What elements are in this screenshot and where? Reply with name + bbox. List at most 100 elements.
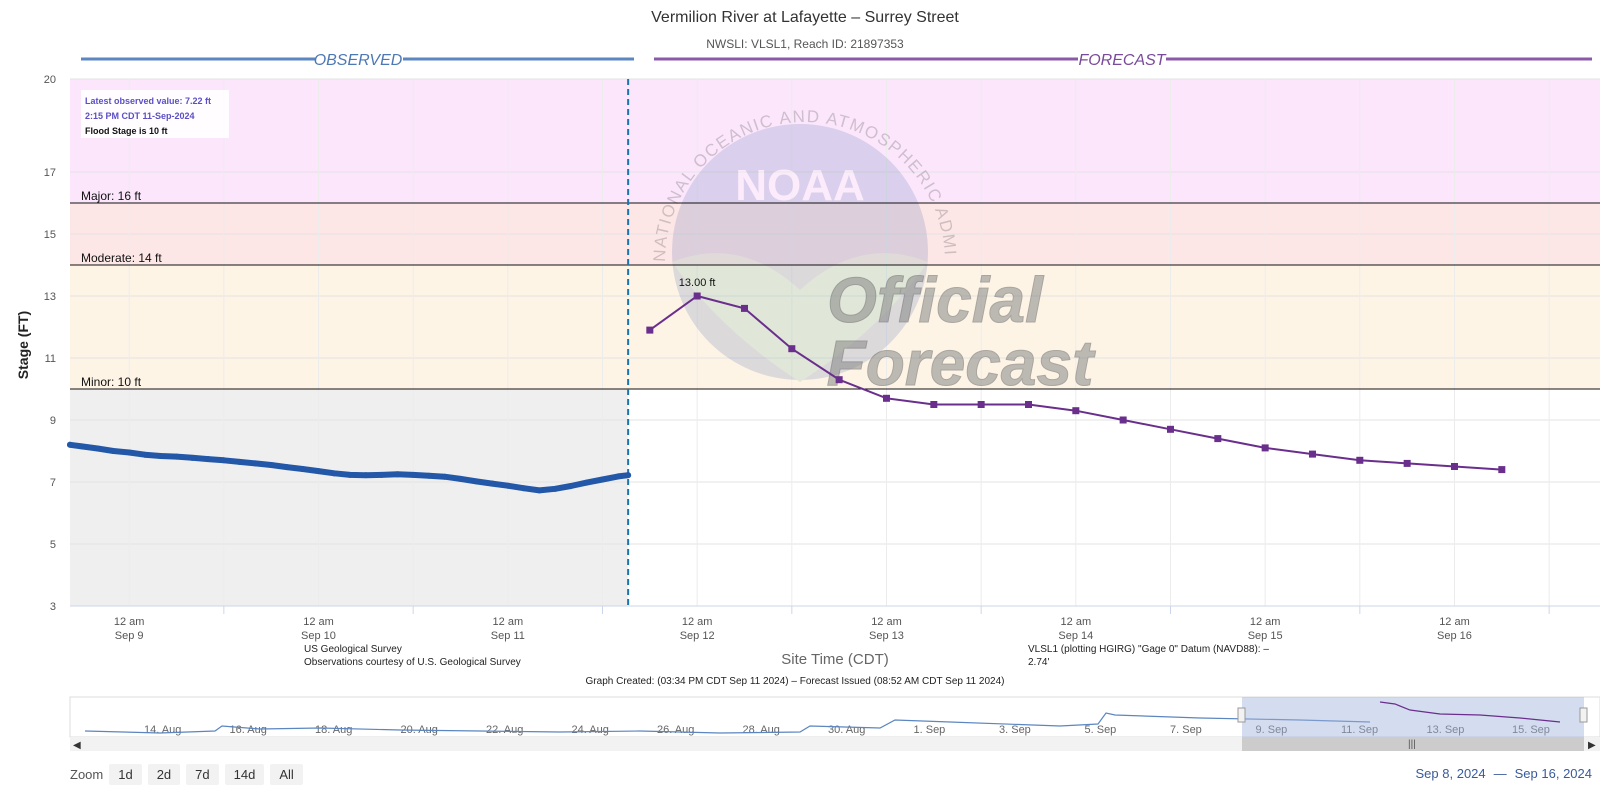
observed-point — [347, 471, 354, 478]
forecast-point — [1308, 450, 1316, 458]
observed-point — [205, 456, 212, 463]
date-range-display: Sep 8, 2024 — Sep 16, 2024 — [1416, 766, 1592, 781]
x-tick-label-time: 12 am — [1250, 616, 1281, 628]
observed-point — [78, 443, 85, 450]
navigator[interactable]: 14. Aug 16. Aug 18. Aug 20. Aug 22. Aug 24. A… — [69, 696, 1600, 751]
scroll-left-arrow-icon[interactable]: ◀ — [73, 740, 81, 751]
navigator-handle-left[interactable] — [1237, 707, 1246, 723]
info-box-bg — [81, 90, 229, 138]
observed-point — [615, 473, 622, 480]
zoom-1d-button[interactable]: 1d — [109, 764, 142, 785]
x-axis-title: Site Time (CDT) — [781, 651, 889, 668]
forecast-point — [646, 326, 654, 334]
zoom-2d-button[interactable]: 2d — [147, 764, 181, 785]
y-tick-label: 15 — [44, 229, 56, 241]
forecast-point — [930, 401, 938, 408]
x-tick-label-time: 12 am — [871, 616, 902, 628]
observed-point — [410, 471, 417, 478]
observed-point — [331, 470, 338, 477]
y-tick-label: 20 — [44, 74, 56, 86]
peak-data-label: 13.00 ft — [679, 277, 716, 289]
flood-band-major — [70, 79, 1600, 203]
y-tick-label: 5 — [50, 539, 56, 551]
observed-point — [173, 453, 180, 460]
forecast-point — [1119, 416, 1127, 424]
observed-point — [315, 468, 322, 475]
x-axis: 12 am Sep 9 12 am Sep 10 12 am Sep 11 12 am Sep… — [70, 605, 1600, 642]
navigator-observed-line — [84, 712, 1371, 734]
flood-band-minor — [70, 265, 1600, 389]
observed-point — [299, 465, 306, 472]
noaa-logo-text: NOAA — [735, 161, 865, 210]
range-to-input[interactable]: Sep 16, 2024 — [1514, 766, 1592, 781]
range-from-input[interactable]: Sep 8, 2024 — [1415, 766, 1486, 781]
observed-point — [378, 471, 385, 478]
forecast-point — [1214, 435, 1222, 443]
observed-point — [625, 472, 632, 479]
zoom-14d-button[interactable]: 14d — [224, 764, 265, 785]
zoom-7d-button[interactable]: 7d — [186, 764, 219, 785]
forecast-point — [1072, 407, 1080, 415]
navigator-selected-range[interactable] — [1242, 697, 1584, 737]
navigator-scrollbar-thumb[interactable] — [1242, 737, 1584, 751]
observed-point — [441, 473, 448, 480]
navigator-date-label: 7. Sep — [1170, 724, 1202, 736]
hydrograph-chart: NATIONAL OCEANIC AND ATMOSPHERIC ADMINIS… — [0, 0, 1600, 751]
navigator-scrollbar-track[interactable] — [70, 737, 1600, 751]
observed-point — [268, 461, 275, 468]
observed-point — [252, 460, 259, 467]
x-tick-label-date: Sep 12 — [680, 630, 715, 642]
navigator-date-label: 22. Aug — [486, 724, 523, 736]
observed-point — [536, 487, 543, 494]
observed-point — [362, 472, 369, 479]
latest-observed-time: 2:15 PM CDT 11-Sep-2024 — [85, 111, 195, 121]
flood-threshold-lines: Major: 16 ft Moderate: 14 ft Minor: 10 ft — [70, 189, 1600, 390]
stamp-line-1: Official — [827, 264, 1044, 336]
x-tick-label-date: Sep 9 — [115, 630, 144, 642]
y-axis-title: Stage (FT) — [15, 311, 31, 379]
y-tick-label: 13 — [44, 291, 56, 303]
grid-lines — [70, 78, 1600, 607]
observed-point — [126, 449, 133, 456]
observed-point — [394, 471, 401, 478]
y-tick-label: 17 — [44, 167, 56, 179]
navigator-date-label: 28. Aug — [743, 724, 780, 736]
observed-point — [220, 457, 227, 464]
series-layer: 13.00 ft — [67, 277, 1506, 494]
x-tick-label-time: 12 am — [493, 616, 524, 628]
range-separator: — — [1493, 766, 1507, 781]
y-tick-label: 11 — [45, 353, 56, 365]
navigator-date-label: 15. Sep — [1512, 724, 1550, 736]
info-box: Latest observed value: 7.22 ft 2:15 PM C… — [81, 90, 229, 138]
forecast-point — [977, 401, 985, 408]
forecast-point — [788, 345, 796, 353]
navigator-date-label: 26. Aug — [657, 724, 694, 736]
navigator-date-label: 9. Sep — [1256, 724, 1288, 736]
forecast-header: FORECAST — [1078, 52, 1166, 69]
threshold-label-moderate: Moderate: 14 ft — [81, 251, 162, 265]
navigator-handle-right[interactable] — [1579, 707, 1588, 723]
navigator-date-label: 30. Aug — [828, 724, 865, 736]
forecast-point — [882, 394, 890, 402]
navigator-forecast-line — [1379, 701, 1561, 723]
threshold-label-minor: Minor: 10 ft — [81, 375, 142, 389]
forecast-point — [1356, 456, 1364, 464]
latest-observed-value: Latest observed value: 7.22 ft — [85, 96, 211, 106]
forecast-point — [1166, 425, 1174, 433]
observed-header: OBSERVED — [314, 52, 403, 69]
datum-note-line1: VLSL1 (plotting HGIRG) "Gage 0" Datum (N… — [1028, 644, 1269, 655]
scroll-right-arrow-icon[interactable]: ▶ — [1588, 740, 1596, 751]
observed-point — [520, 485, 527, 492]
observed-point — [473, 478, 480, 485]
zoom-all-button[interactable]: All — [270, 764, 303, 785]
scrollbar-grip-icon: ||| — [1408, 739, 1416, 750]
observed-point — [552, 485, 559, 492]
navigator-date-label: 18. Aug — [315, 724, 352, 736]
threshold-label-major: Major: 16 ft — [81, 189, 142, 203]
stamp-line-2: Forecast — [827, 327, 1096, 399]
observed-point — [157, 452, 164, 459]
x-tick-label-date: Sep 16 — [1437, 630, 1472, 642]
observed-point — [283, 464, 290, 471]
x-tick-label-date: Sep 14 — [1058, 630, 1093, 642]
navigator-date-label: 14. Aug — [144, 724, 181, 736]
